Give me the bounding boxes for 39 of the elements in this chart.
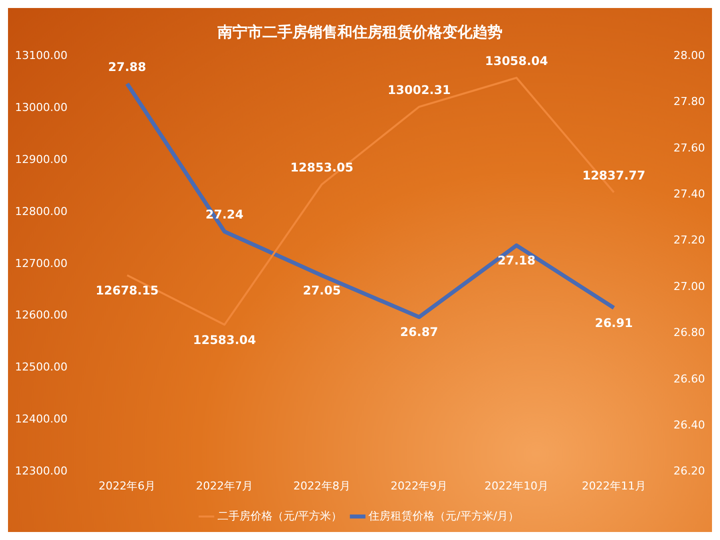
- y2-tick-label: 26.20: [674, 464, 706, 478]
- y-tick-label: 13000.00: [14, 100, 68, 114]
- y2-tick-label: 27.20: [674, 234, 706, 247]
- legend-label: 住房租赁价格（元/平方米/月）: [368, 509, 520, 522]
- y-tick-label: 12800.00: [14, 204, 68, 218]
- data-label: 13058.04: [484, 54, 548, 68]
- y2-tick-label: 27.60: [674, 141, 706, 154]
- data-label: 27.18: [498, 254, 536, 268]
- data-label: 13002.31: [388, 82, 451, 97]
- y2-tick-label: 26.40: [674, 418, 706, 432]
- data-label: 12583.04: [192, 332, 256, 347]
- x-tick-label: 2022年9月: [390, 479, 448, 492]
- x-tick-label: 2022年11月: [582, 479, 646, 492]
- y-tick-label: 12300.00: [14, 464, 68, 478]
- y2-tick-label: 27.00: [674, 280, 706, 293]
- y-tick-label: 12500.00: [14, 360, 68, 374]
- y2-tick-label: 26.80: [674, 326, 706, 340]
- data-label: 26.87: [400, 325, 438, 340]
- y2-tick-label: 26.60: [674, 372, 706, 386]
- x-tick-label: 2022年7月: [196, 479, 253, 492]
- data-label: 26.91: [594, 316, 633, 330]
- data-label: 27.88: [108, 60, 146, 74]
- y2-tick-label: 28.00: [674, 48, 706, 62]
- chart-title: 南宁市二手房销售和住房租赁价格变化趋势: [216, 22, 502, 41]
- y-tick-label: 12900.00: [14, 152, 68, 166]
- y2-tick-label: 27.80: [674, 95, 706, 108]
- y-tick-label: 13100.00: [14, 48, 68, 62]
- y2-tick-label: 27.40: [674, 187, 706, 200]
- x-tick-label: 2022年6月: [98, 479, 156, 492]
- y-tick-label: 12400.00: [14, 412, 68, 426]
- y-tick-label: 12600.00: [14, 308, 68, 322]
- y-tick-label: 12700.00: [14, 256, 68, 270]
- data-label: 12678.15: [96, 283, 159, 298]
- x-tick-label: 2022年10月: [484, 479, 549, 492]
- data-label: 12853.05: [290, 160, 354, 174]
- x-tick-label: 2022年8月: [293, 479, 350, 492]
- data-label: 12837.77: [582, 168, 646, 182]
- legend-label: 二手房价格（元/平方米）: [217, 509, 342, 522]
- data-label: 27.05: [302, 284, 341, 298]
